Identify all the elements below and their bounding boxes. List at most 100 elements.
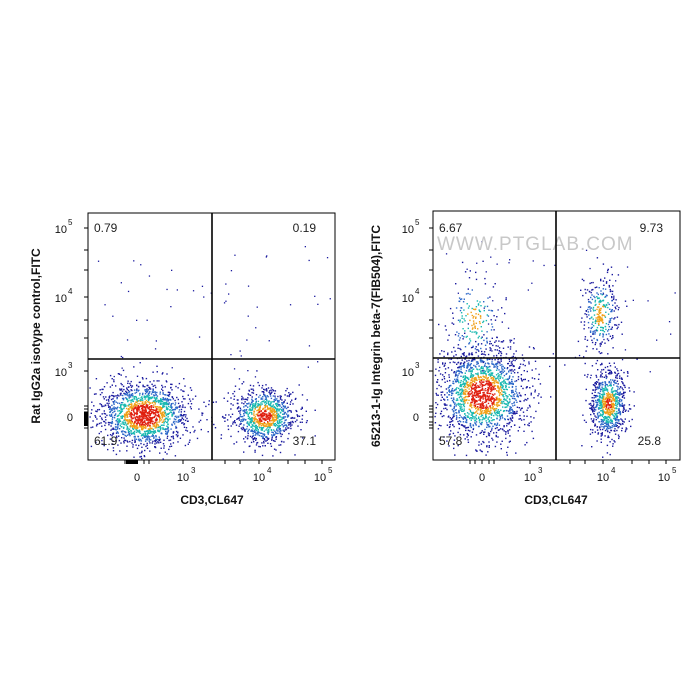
event-dot [464, 438, 466, 440]
event-dot [117, 425, 119, 427]
event-dot [103, 412, 105, 415]
event-dot [173, 423, 176, 425]
event-dot [623, 397, 626, 399]
event-dot [595, 401, 597, 403]
event-dot [523, 360, 525, 362]
event-dot [162, 405, 164, 407]
event-dot [172, 421, 175, 423]
event-dot [446, 396, 448, 398]
event-dot [239, 350, 241, 352]
event-dot [519, 363, 522, 365]
event-dot [166, 435, 169, 437]
event-dot [457, 399, 459, 401]
event-dot [131, 404, 133, 406]
event-dot [494, 359, 496, 361]
event-dot [187, 420, 189, 422]
event-dot [189, 439, 191, 441]
event-dot [583, 419, 586, 422]
event-dot [485, 406, 487, 408]
event-dot [440, 399, 442, 401]
event-dot [254, 449, 256, 452]
event-dot [512, 355, 514, 358]
event-dot [149, 436, 151, 438]
event-dot [129, 382, 131, 385]
event-dot [453, 447, 455, 450]
event-dot [469, 404, 471, 407]
event-dot [488, 373, 491, 375]
event-dot [124, 393, 127, 395]
event-dot [160, 447, 162, 449]
event-dot [162, 413, 164, 416]
event-dot [103, 398, 105, 400]
event-dot [268, 414, 270, 416]
event-dot [480, 343, 483, 345]
event-dot [152, 433, 154, 435]
event-dot [619, 400, 621, 403]
event-dot [126, 426, 129, 429]
event-dot [171, 389, 173, 391]
event-dot [599, 426, 601, 428]
event-dot [172, 414, 174, 416]
event-dot [118, 418, 120, 420]
event-dot [244, 430, 246, 432]
event-dot [124, 415, 126, 417]
event-dot [472, 412, 474, 415]
event-dot [170, 404, 172, 407]
event-dot [146, 403, 148, 406]
event-dot [616, 410, 618, 413]
event-dot [538, 393, 540, 395]
event-dot [130, 419, 133, 421]
event-dot [112, 411, 114, 414]
event-dot [261, 428, 263, 430]
event-dot [485, 420, 487, 422]
event-dot [448, 415, 450, 417]
event-dot [531, 430, 533, 433]
event-dot [157, 399, 159, 402]
event-dot [476, 361, 479, 363]
event-dot [456, 370, 458, 372]
event-dot [251, 430, 254, 433]
event-dot [480, 389, 482, 391]
event-dot [600, 388, 602, 391]
event-dot [613, 399, 615, 401]
y-tick-label: 10 [55, 367, 67, 379]
event-dot [117, 444, 119, 446]
event-dot [504, 385, 507, 387]
event-dot [612, 445, 614, 447]
event-dot [113, 401, 115, 403]
event-dot [605, 387, 607, 389]
event-dot [499, 416, 501, 418]
event-dot [616, 380, 619, 382]
event-dot [467, 385, 470, 388]
event-dot [517, 430, 519, 432]
event-dot [511, 383, 513, 385]
event-dot [475, 416, 477, 418]
event-dot [517, 378, 520, 381]
event-dot [146, 437, 148, 439]
event-dot [489, 392, 492, 395]
event-dot [137, 416, 139, 418]
event-dot [243, 429, 245, 431]
event-dot [147, 398, 150, 400]
event-dot [454, 409, 456, 411]
event-dot [145, 391, 147, 393]
event-dot [463, 393, 465, 395]
event-dot [479, 449, 481, 451]
event-dot [459, 433, 462, 436]
event-dot [272, 420, 274, 422]
event-dot [256, 426, 258, 428]
event-dot [141, 409, 144, 411]
event-dot [278, 428, 281, 430]
event-dot [161, 403, 163, 405]
event-dot [151, 427, 153, 430]
event-dot [250, 419, 252, 421]
event-dot [484, 410, 486, 413]
event-dot [620, 418, 622, 420]
event-dot [148, 403, 151, 405]
event-dot [165, 413, 167, 415]
event-dot [607, 402, 609, 405]
event-dot [208, 400, 210, 402]
event-dot [270, 445, 273, 447]
event-dot [267, 402, 270, 404]
event-dot [449, 379, 451, 382]
